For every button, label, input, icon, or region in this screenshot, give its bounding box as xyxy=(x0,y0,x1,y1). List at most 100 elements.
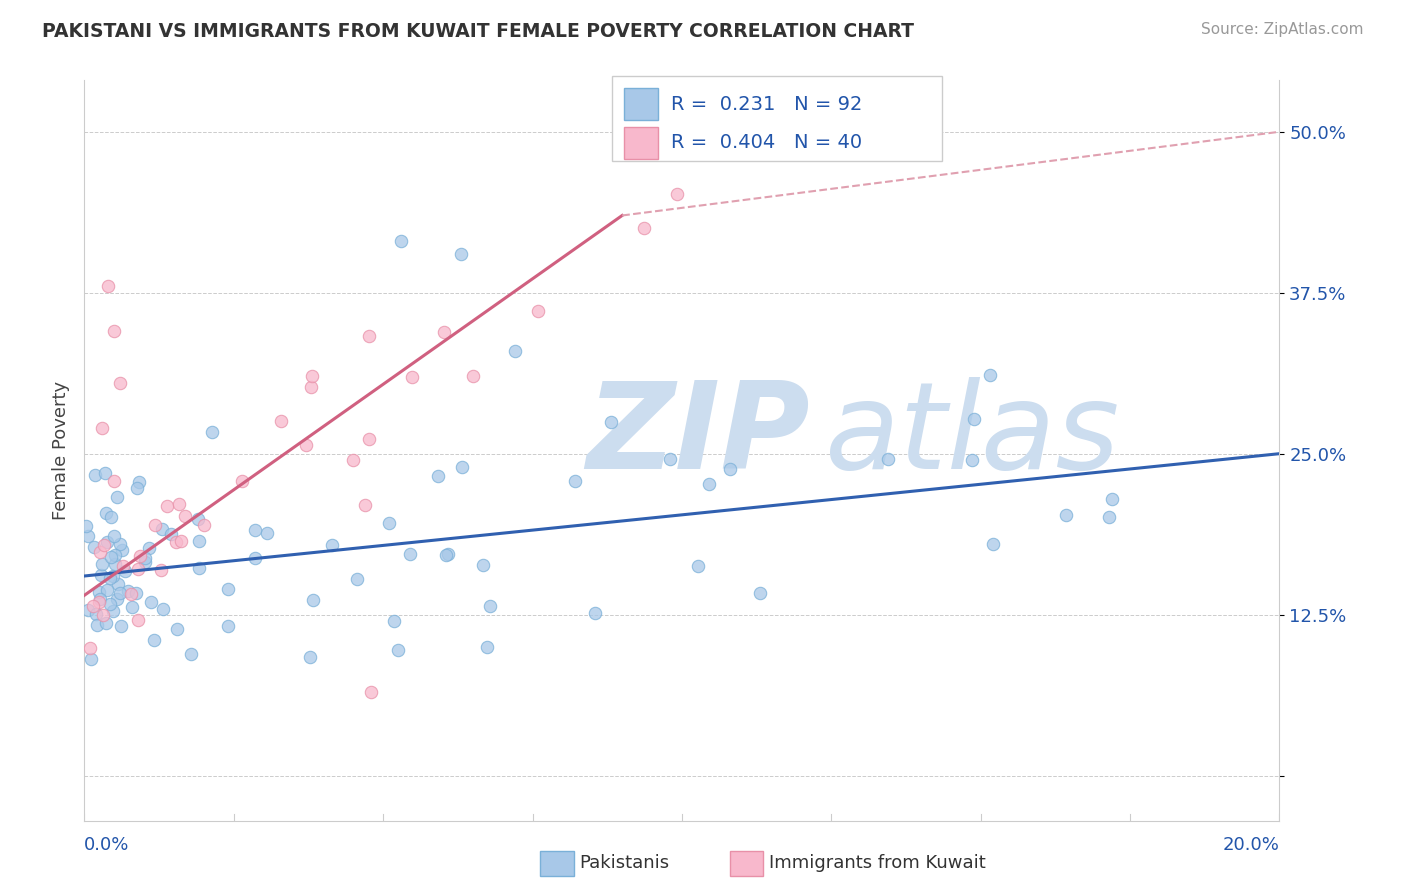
Point xyxy=(117,584,139,599)
Point xyxy=(90,568,112,582)
Point xyxy=(399,547,422,561)
Point xyxy=(120,587,142,601)
Point xyxy=(111,543,134,558)
Text: ZIP: ZIP xyxy=(586,377,810,494)
Point xyxy=(877,452,900,467)
Point xyxy=(382,615,405,629)
Point xyxy=(91,557,114,571)
Point xyxy=(217,619,239,633)
Point xyxy=(166,622,188,636)
Point xyxy=(321,538,343,552)
Point xyxy=(138,541,160,556)
Point xyxy=(103,324,125,338)
Text: 0.0%: 0.0% xyxy=(84,836,129,855)
Point xyxy=(103,529,125,543)
Point xyxy=(981,537,1004,551)
Point xyxy=(127,613,149,627)
Point xyxy=(104,549,127,563)
Point xyxy=(217,582,239,596)
Point xyxy=(110,618,132,632)
Point xyxy=(83,540,105,554)
Point xyxy=(527,304,550,318)
Text: PAKISTANI VS IMMIGRANTS FROM KUWAIT FEMALE POVERTY CORRELATION CHART: PAKISTANI VS IMMIGRANTS FROM KUWAIT FEMA… xyxy=(42,22,914,41)
Text: R =  0.404   N = 40: R = 0.404 N = 40 xyxy=(671,133,862,153)
Point xyxy=(1054,508,1077,522)
Point xyxy=(152,602,174,616)
Point xyxy=(659,451,682,466)
Point xyxy=(475,640,498,655)
Point xyxy=(84,468,107,483)
Point xyxy=(979,368,1001,382)
Point xyxy=(1101,491,1123,506)
Point xyxy=(93,538,115,552)
Text: Immigrants from Kuwait: Immigrants from Kuwait xyxy=(769,855,986,872)
Point xyxy=(450,247,472,261)
Point xyxy=(180,647,202,661)
Point xyxy=(564,475,586,489)
Point xyxy=(301,369,323,384)
Point xyxy=(107,491,129,505)
Point xyxy=(359,432,381,446)
Point xyxy=(94,506,117,520)
Y-axis label: Female Poverty: Female Poverty xyxy=(52,381,70,520)
Point xyxy=(75,518,97,533)
Point xyxy=(160,527,183,541)
Point xyxy=(270,414,292,428)
Point xyxy=(471,558,494,572)
Point xyxy=(150,563,173,577)
Point xyxy=(100,549,122,564)
Text: Pakistanis: Pakistanis xyxy=(579,855,669,872)
Point xyxy=(174,509,197,524)
Point xyxy=(94,466,117,480)
Text: 20.0%: 20.0% xyxy=(1223,836,1279,855)
Point xyxy=(84,607,107,621)
Text: Source: ZipAtlas.com: Source: ZipAtlas.com xyxy=(1201,22,1364,37)
Point xyxy=(91,607,114,622)
Point xyxy=(433,325,456,339)
Point xyxy=(461,369,484,384)
Point xyxy=(503,343,526,358)
Text: R =  0.231   N = 92: R = 0.231 N = 92 xyxy=(671,95,862,114)
Point xyxy=(697,476,720,491)
Point xyxy=(98,597,121,611)
Point xyxy=(91,421,114,435)
Point xyxy=(110,376,132,390)
Point xyxy=(105,592,128,607)
Point xyxy=(156,499,179,513)
Point xyxy=(1098,510,1121,524)
Point xyxy=(89,592,111,607)
Point xyxy=(299,649,322,664)
Point xyxy=(129,549,152,563)
Text: atlas: atlas xyxy=(825,377,1121,494)
Point xyxy=(134,555,156,569)
Point xyxy=(243,523,266,537)
Point xyxy=(360,685,382,699)
Point xyxy=(165,534,187,549)
Point xyxy=(749,586,772,600)
Point xyxy=(302,593,325,607)
Point xyxy=(150,522,173,536)
Point xyxy=(96,534,118,549)
Point xyxy=(243,550,266,565)
Point xyxy=(76,529,98,543)
Point xyxy=(167,498,190,512)
Point xyxy=(479,599,502,613)
Point xyxy=(188,561,211,575)
Point xyxy=(437,547,460,561)
Point xyxy=(378,516,401,530)
Point xyxy=(86,617,108,632)
Point xyxy=(193,517,215,532)
Point xyxy=(134,550,156,565)
Point xyxy=(139,595,162,609)
Point xyxy=(89,545,111,559)
Point xyxy=(354,498,377,512)
Point xyxy=(187,512,209,526)
Point xyxy=(359,328,381,343)
Point xyxy=(96,615,118,630)
Point xyxy=(633,221,655,235)
Point xyxy=(256,526,278,541)
Point xyxy=(718,462,741,476)
Point xyxy=(346,572,368,586)
Point xyxy=(97,279,120,293)
Point xyxy=(96,583,118,598)
